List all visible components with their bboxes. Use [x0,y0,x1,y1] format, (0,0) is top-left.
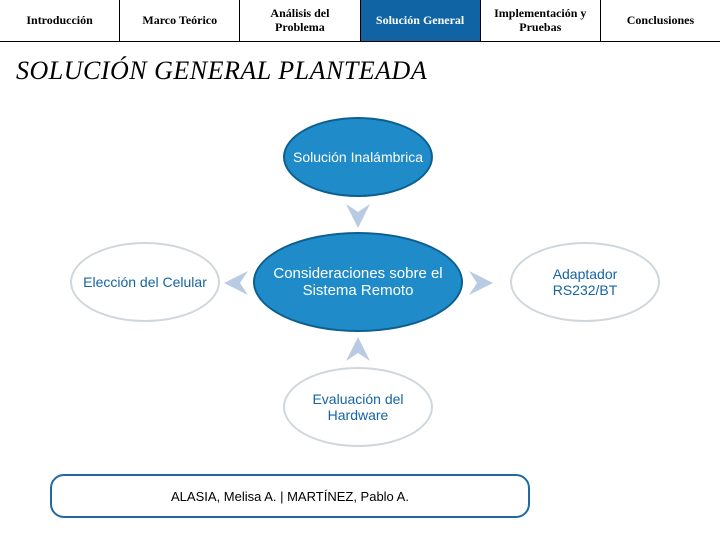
node-adaptador-rs232bt: Adaptador RS232/BT [510,242,660,322]
top-nav: Introducción Marco Teórico Análisis del … [0,0,720,42]
node-evaluacion-hardware: Evaluación del Hardware [283,367,433,447]
arrow-top-to-center [344,200,372,230]
node-label: Elección del Celular [75,270,215,294]
arrow-center-to-left [222,269,252,297]
nav-label: Implementación y Pruebas [485,7,596,35]
node-consideraciones-sistema: Consideraciones sobre el Sistema Remoto [253,232,463,332]
page-title: SOLUCIÓN GENERAL PLANTEADA [0,42,720,92]
arrow-bottom-to-center [344,335,372,365]
arrow-center-to-right [465,269,495,297]
node-label: Adaptador RS232/BT [512,262,658,302]
nav-label: Conclusiones [627,14,694,28]
nav-label: Solución General [376,14,464,28]
nav-tab-marco[interactable]: Marco Teórico [120,0,240,41]
nav-tab-introduccion[interactable]: Introducción [0,0,120,41]
nav-label: Análisis del Problema [244,7,355,35]
node-label: Consideraciones sobre el Sistema Remoto [255,261,461,304]
node-solucion-inalambrica: Solución Inalámbrica [283,117,433,197]
nav-tab-solucion[interactable]: Solución General [361,0,481,41]
nav-tab-implementacion[interactable]: Implementación y Pruebas [481,0,601,41]
footer-authors: ALASIA, Melisa A. | MARTÍNEZ, Pablo A. [50,474,530,518]
diagram-canvas: Solución Inalámbrica Elección del Celula… [0,92,720,492]
nav-tab-conclusiones[interactable]: Conclusiones [601,0,720,41]
footer-text: ALASIA, Melisa A. | MARTÍNEZ, Pablo A. [171,489,409,504]
node-label: Solución Inalámbrica [285,145,431,169]
node-label: Evaluación del Hardware [285,387,431,427]
nav-tab-analisis[interactable]: Análisis del Problema [240,0,360,41]
node-eleccion-celular: Elección del Celular [70,242,220,322]
nav-label: Marco Teórico [142,14,217,28]
nav-label: Introducción [26,14,92,28]
